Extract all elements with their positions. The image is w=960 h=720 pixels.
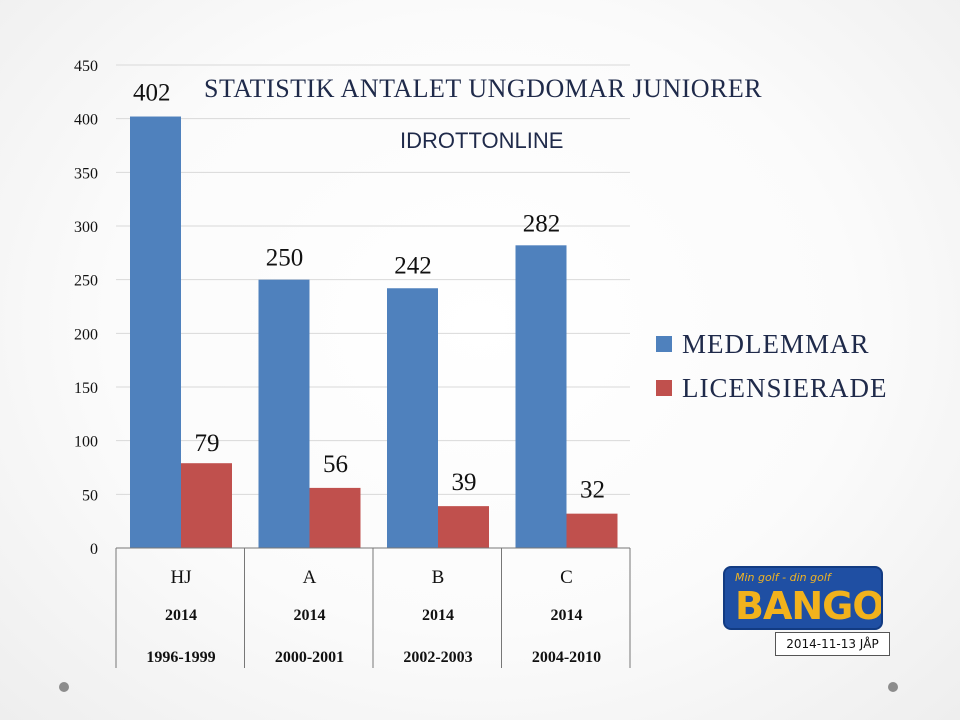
x-axis-labels: HJ 2014 1996-1999 A 2014 2000-2001 B 2014 2002-2…	[115, 548, 631, 668]
x-label-year: 2014	[294, 607, 326, 624]
x-label-range: 2000-2001	[275, 649, 344, 666]
date-stamp: 2014-11-13 JÅP	[775, 632, 890, 656]
x-label-category: C	[560, 567, 573, 588]
x-label-category: A	[303, 567, 317, 588]
value-label-medlemmar: 402	[133, 80, 171, 107]
legend-item-medlemmar: MEDLEMMAR	[656, 322, 887, 366]
value-label-licensierade: 32	[580, 477, 605, 504]
value-labels: 402 79 250 56 242 39 282 32	[133, 80, 605, 504]
chart-subtitle: IDROTTONLINE	[400, 128, 564, 153]
x-label-year: 2014	[165, 607, 197, 624]
grid-lines	[116, 64, 630, 495]
x-label-range: 2004-2010	[532, 649, 601, 666]
x-label-year: 2014	[551, 607, 583, 624]
bar-licensierade	[566, 513, 618, 548]
x-label-category: HJ	[170, 567, 191, 588]
bar-licensierade	[181, 463, 232, 548]
legend-label-medlemmar: MEDLEMMAR	[682, 328, 870, 359]
bar-medlemmar	[515, 245, 567, 548]
y-tick-label: 0	[90, 541, 98, 558]
y-tick-label: 50	[82, 487, 98, 504]
bar-licensierade	[309, 487, 361, 548]
slide-dot-left	[59, 682, 69, 692]
logo-tagline: Min golf - din golf	[735, 571, 831, 584]
bar-medlemmar	[130, 116, 181, 549]
value-label-medlemmar: 250	[266, 245, 304, 272]
y-tick-label: 350	[74, 165, 98, 182]
x-label-range: 1996-1999	[146, 649, 215, 666]
bar-medlemmar	[387, 288, 438, 548]
bar-licensierade	[438, 506, 489, 548]
x-label-range: 2002-2003	[403, 649, 472, 666]
value-label-medlemmar: 242	[394, 252, 432, 279]
y-tick-label: 100	[74, 434, 98, 451]
y-tick-label: 450	[74, 58, 98, 75]
value-label-licensierade: 79	[195, 430, 220, 457]
x-label-category: B	[432, 567, 445, 588]
y-tick-label: 150	[74, 380, 98, 397]
bars	[130, 116, 618, 549]
y-axis-ticks: 0 50 100 150 200 250 300 350 400 450	[74, 58, 98, 558]
bangolf-logo: Min golf - din golf BANGOLF	[723, 566, 883, 630]
legend-swatch-medlemmar	[656, 336, 672, 352]
legend-label-licensierade: LICENSIERADE	[682, 372, 888, 403]
y-tick-label: 250	[74, 273, 98, 290]
bar-medlemmar	[258, 279, 310, 548]
slide-dot-right	[888, 682, 898, 692]
legend-swatch-licensierade	[656, 380, 672, 396]
y-tick-label: 300	[74, 219, 98, 236]
y-tick-label: 400	[74, 112, 98, 129]
logo-wordmark: BANGOLF	[735, 584, 883, 628]
chart-title: STATISTIK ANTALET UNGDOMAR JUNIORER	[204, 74, 763, 103]
value-label-medlemmar: 282	[523, 210, 561, 237]
value-label-licensierade: 39	[452, 469, 477, 496]
x-label-year: 2014	[422, 607, 454, 624]
legend-item-licensierade: LICENSIERADE	[656, 366, 887, 410]
y-tick-label: 200	[74, 326, 98, 343]
value-label-licensierade: 56	[323, 451, 348, 478]
legend: MEDLEMMAR LICENSIERADE	[656, 322, 887, 410]
